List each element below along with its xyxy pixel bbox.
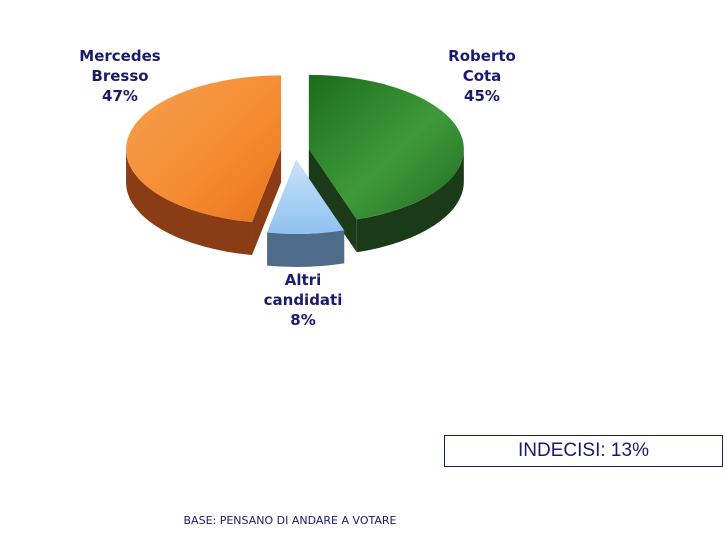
slice-name-line-1: Altri: [284, 271, 322, 289]
slice-label-mercedes-bresso: Mercedes Bresso 47%: [70, 46, 170, 106]
slice-percent: 45%: [464, 87, 500, 105]
slice-mercedes-bresso-side: [126, 149, 282, 256]
slice-name-line-2: Cota: [462, 67, 502, 85]
base-note: BASE: PENSANO DI ANDARE A VOTARE: [183, 514, 397, 527]
indecisi-box: INDECISI: 13%: [444, 435, 723, 467]
slice-name-line-1: Roberto: [448, 47, 516, 65]
slice-altri-candidati: [267, 159, 345, 234]
slice-mercedes-bresso: [126, 75, 282, 223]
slice-name-line-1: Mercedes: [79, 47, 161, 65]
slice-name-line-2: candidati: [263, 291, 343, 309]
slice-label-roberto-cota: Roberto Cota 45%: [432, 46, 532, 106]
slice-label-altri-candidati: Altri candidati 8%: [253, 270, 353, 330]
slice-percent: 47%: [102, 87, 138, 105]
slice-roberto-cota: [308, 74, 464, 220]
slice-name-line-2: Bresso: [91, 67, 149, 85]
slice-percent: 8%: [290, 311, 316, 329]
indecisi-text: INDECISI: 13%: [518, 440, 649, 461]
slice-roberto-cota-side: [308, 148, 464, 253]
